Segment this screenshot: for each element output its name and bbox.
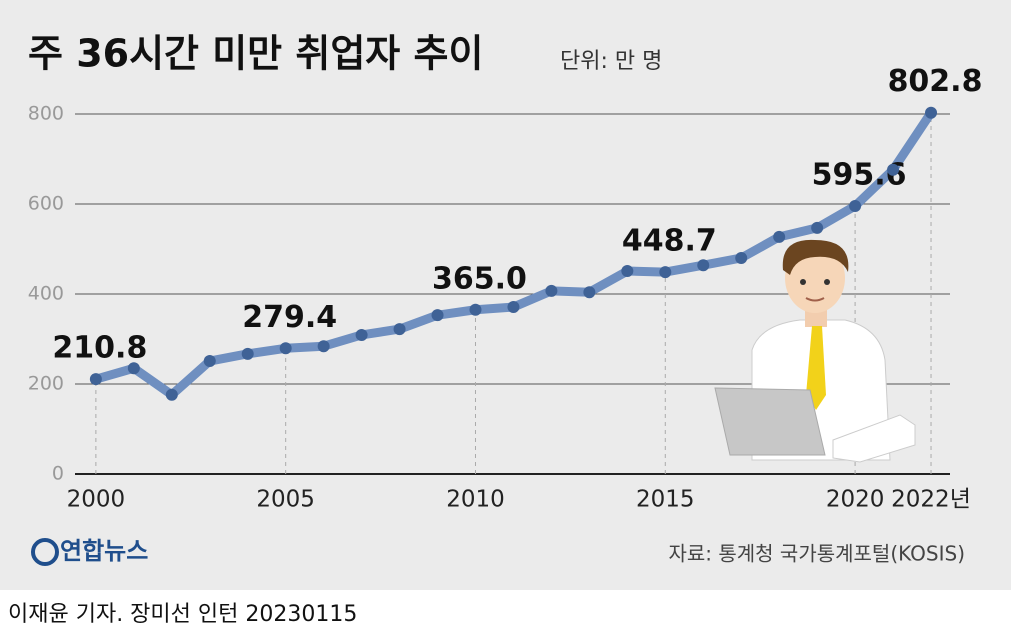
- illustration: [714, 239, 916, 463]
- point: [507, 301, 520, 314]
- background: [0, 0, 1011, 590]
- point: [279, 342, 292, 355]
- point: [165, 388, 178, 401]
- x-tick-label: 2015: [636, 487, 695, 513]
- x-tick-label: 2020: [826, 487, 885, 513]
- point: [887, 163, 900, 176]
- x-tick-label: 2000: [67, 487, 126, 513]
- logo-icon: [31, 538, 59, 566]
- y-tick-label: 600: [28, 193, 64, 215]
- point: [849, 199, 862, 212]
- value-label: 802.8: [888, 64, 983, 99]
- value-label: 279.4: [242, 300, 337, 335]
- point: [697, 259, 710, 272]
- point: [89, 373, 102, 386]
- point: [431, 309, 444, 322]
- point: [127, 362, 140, 375]
- y-tick-label: 800: [28, 103, 64, 125]
- y-tick-label: 200: [28, 373, 64, 395]
- y-tick-label: 0: [52, 463, 64, 485]
- point: [735, 252, 748, 264]
- point: [621, 265, 634, 278]
- point: [469, 303, 482, 316]
- point: [393, 323, 406, 336]
- point: [241, 347, 254, 360]
- value-label: 365.0: [432, 261, 527, 296]
- x-tick-label: 2010: [446, 487, 505, 513]
- y-tick-label: 400: [28, 283, 64, 305]
- value-label: 210.8: [52, 331, 147, 366]
- source: 자료: 통계청 국가통계포털(KOSIS): [668, 542, 965, 566]
- point: [355, 328, 368, 341]
- chart-title: 주 36시간 미만 취업자 추이: [28, 32, 483, 76]
- point: [659, 266, 672, 279]
- point: [317, 340, 330, 353]
- x-tick-label: 2022년: [891, 487, 971, 513]
- x-tick-label: 2005: [256, 487, 315, 513]
- point: [773, 230, 786, 243]
- credit: 이재윤 기자. 장미선 인턴 20230115: [8, 602, 357, 627]
- point: [925, 106, 938, 119]
- point: [583, 286, 596, 299]
- subtitle: 단위: 만 명: [560, 49, 662, 74]
- value-label: 448.7: [622, 224, 717, 259]
- point: [545, 284, 558, 297]
- point: [203, 355, 216, 368]
- point: [811, 221, 824, 234]
- logo: 연합뉴스: [60, 537, 148, 565]
